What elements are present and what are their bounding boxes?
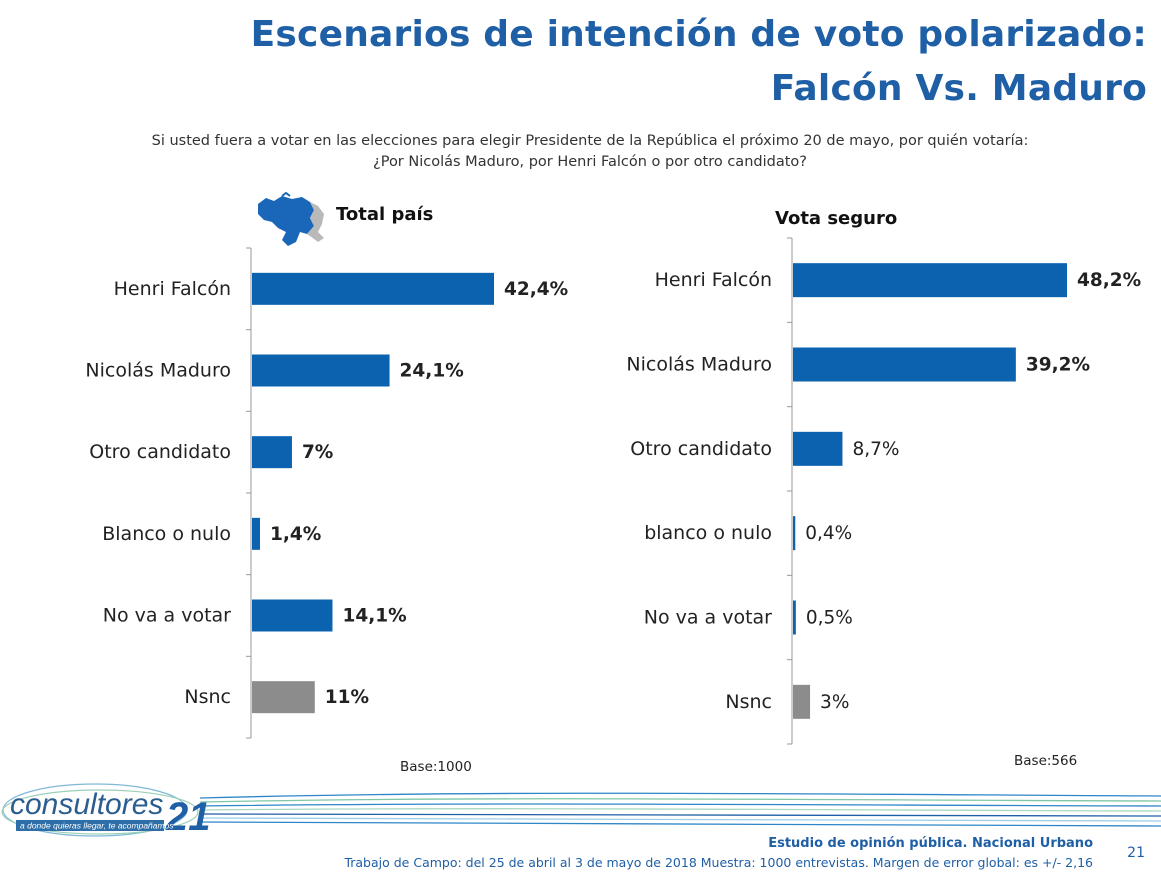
chart2-category-label: Otro candidato: [630, 438, 772, 460]
chart1-category-label: No va a votar: [103, 605, 231, 627]
chart1-base: Base:1000: [400, 759, 472, 775]
chart2-category-label: Henri Falcón: [655, 269, 772, 291]
chart2-value-label: 3%: [820, 692, 849, 713]
chart2-title: Vota seguro: [775, 208, 898, 229]
fieldwork-note: Trabajo de Campo: del 25 de abril al 3 d…: [344, 855, 1093, 870]
chart1-value-label: 1,4%: [270, 524, 321, 545]
chart2-category-label: blanco o nulo: [644, 522, 772, 544]
chart1-bar: [252, 354, 390, 387]
chart1-bar: [252, 272, 494, 305]
chart2-value-label: 48,2%: [1077, 270, 1141, 291]
chart2-bar: [793, 347, 1016, 382]
page-number: 21: [1127, 845, 1145, 861]
venezuela-map-icon: [258, 192, 324, 246]
chart2-bar: [793, 516, 796, 551]
chart1-value-label: 11%: [325, 687, 369, 708]
chart2-base: Base:566: [1014, 753, 1078, 769]
chart2-category-label: Nicolás Maduro: [626, 354, 772, 376]
decorative-lines: [199, 792, 1161, 827]
chart1-bar: [252, 599, 333, 632]
chart1-value-label: 24,1%: [400, 361, 464, 382]
consultores-logo: consultores 21 a donde quieras llegar, t…: [1, 783, 1161, 839]
chart1-value-label: 7%: [302, 442, 333, 463]
study-label: Estudio de opinión pública. Nacional Urb…: [768, 836, 1093, 851]
chart2-value-label: 39,2%: [1026, 355, 1090, 376]
chart2-bar: [793, 431, 843, 466]
chart1-bar: [252, 681, 315, 714]
chart2-value-label: 0,5%: [806, 608, 853, 629]
chart2-value-label: 0,4%: [805, 523, 852, 544]
logo-number: 21: [165, 795, 211, 839]
chart2-bar: [793, 263, 1067, 298]
chart1-value-label: 14,1%: [342, 606, 406, 627]
page-subtitle: Falcón Vs. Maduro: [770, 68, 1147, 109]
logo-name: consultores: [10, 788, 163, 821]
page-title: Escenarios de intención de voto polariza…: [250, 14, 1147, 55]
chart2-value-label: 8,7%: [852, 439, 899, 460]
logo-tagline: a donde quieras llegar, te acompañamos: [20, 821, 174, 831]
question-line-2: ¿Por Nicolás Maduro, por Henri Falcón o …: [373, 154, 807, 170]
chart1-bar: [252, 436, 292, 469]
chart1-category-label: Nicolás Maduro: [85, 360, 231, 382]
chart2-bar: [793, 600, 796, 635]
question-line-1: Si usted fuera a votar en las elecciones…: [151, 133, 1029, 149]
chart2-category-label: Nsnc: [725, 691, 772, 713]
chart1-category-label: Henri Falcón: [114, 278, 231, 300]
chart1-category-label: Nsnc: [184, 686, 231, 708]
chart2-category-label: No va a votar: [644, 607, 772, 629]
chart1-value-label: 42,4%: [504, 279, 568, 300]
chart1-category-label: Otro candidato: [89, 441, 231, 463]
chart1-bar: [252, 517, 260, 550]
chart1-title: Total país: [336, 204, 434, 225]
chart1-category-label: Blanco o nulo: [102, 523, 231, 545]
chart2-bar: [793, 684, 811, 719]
